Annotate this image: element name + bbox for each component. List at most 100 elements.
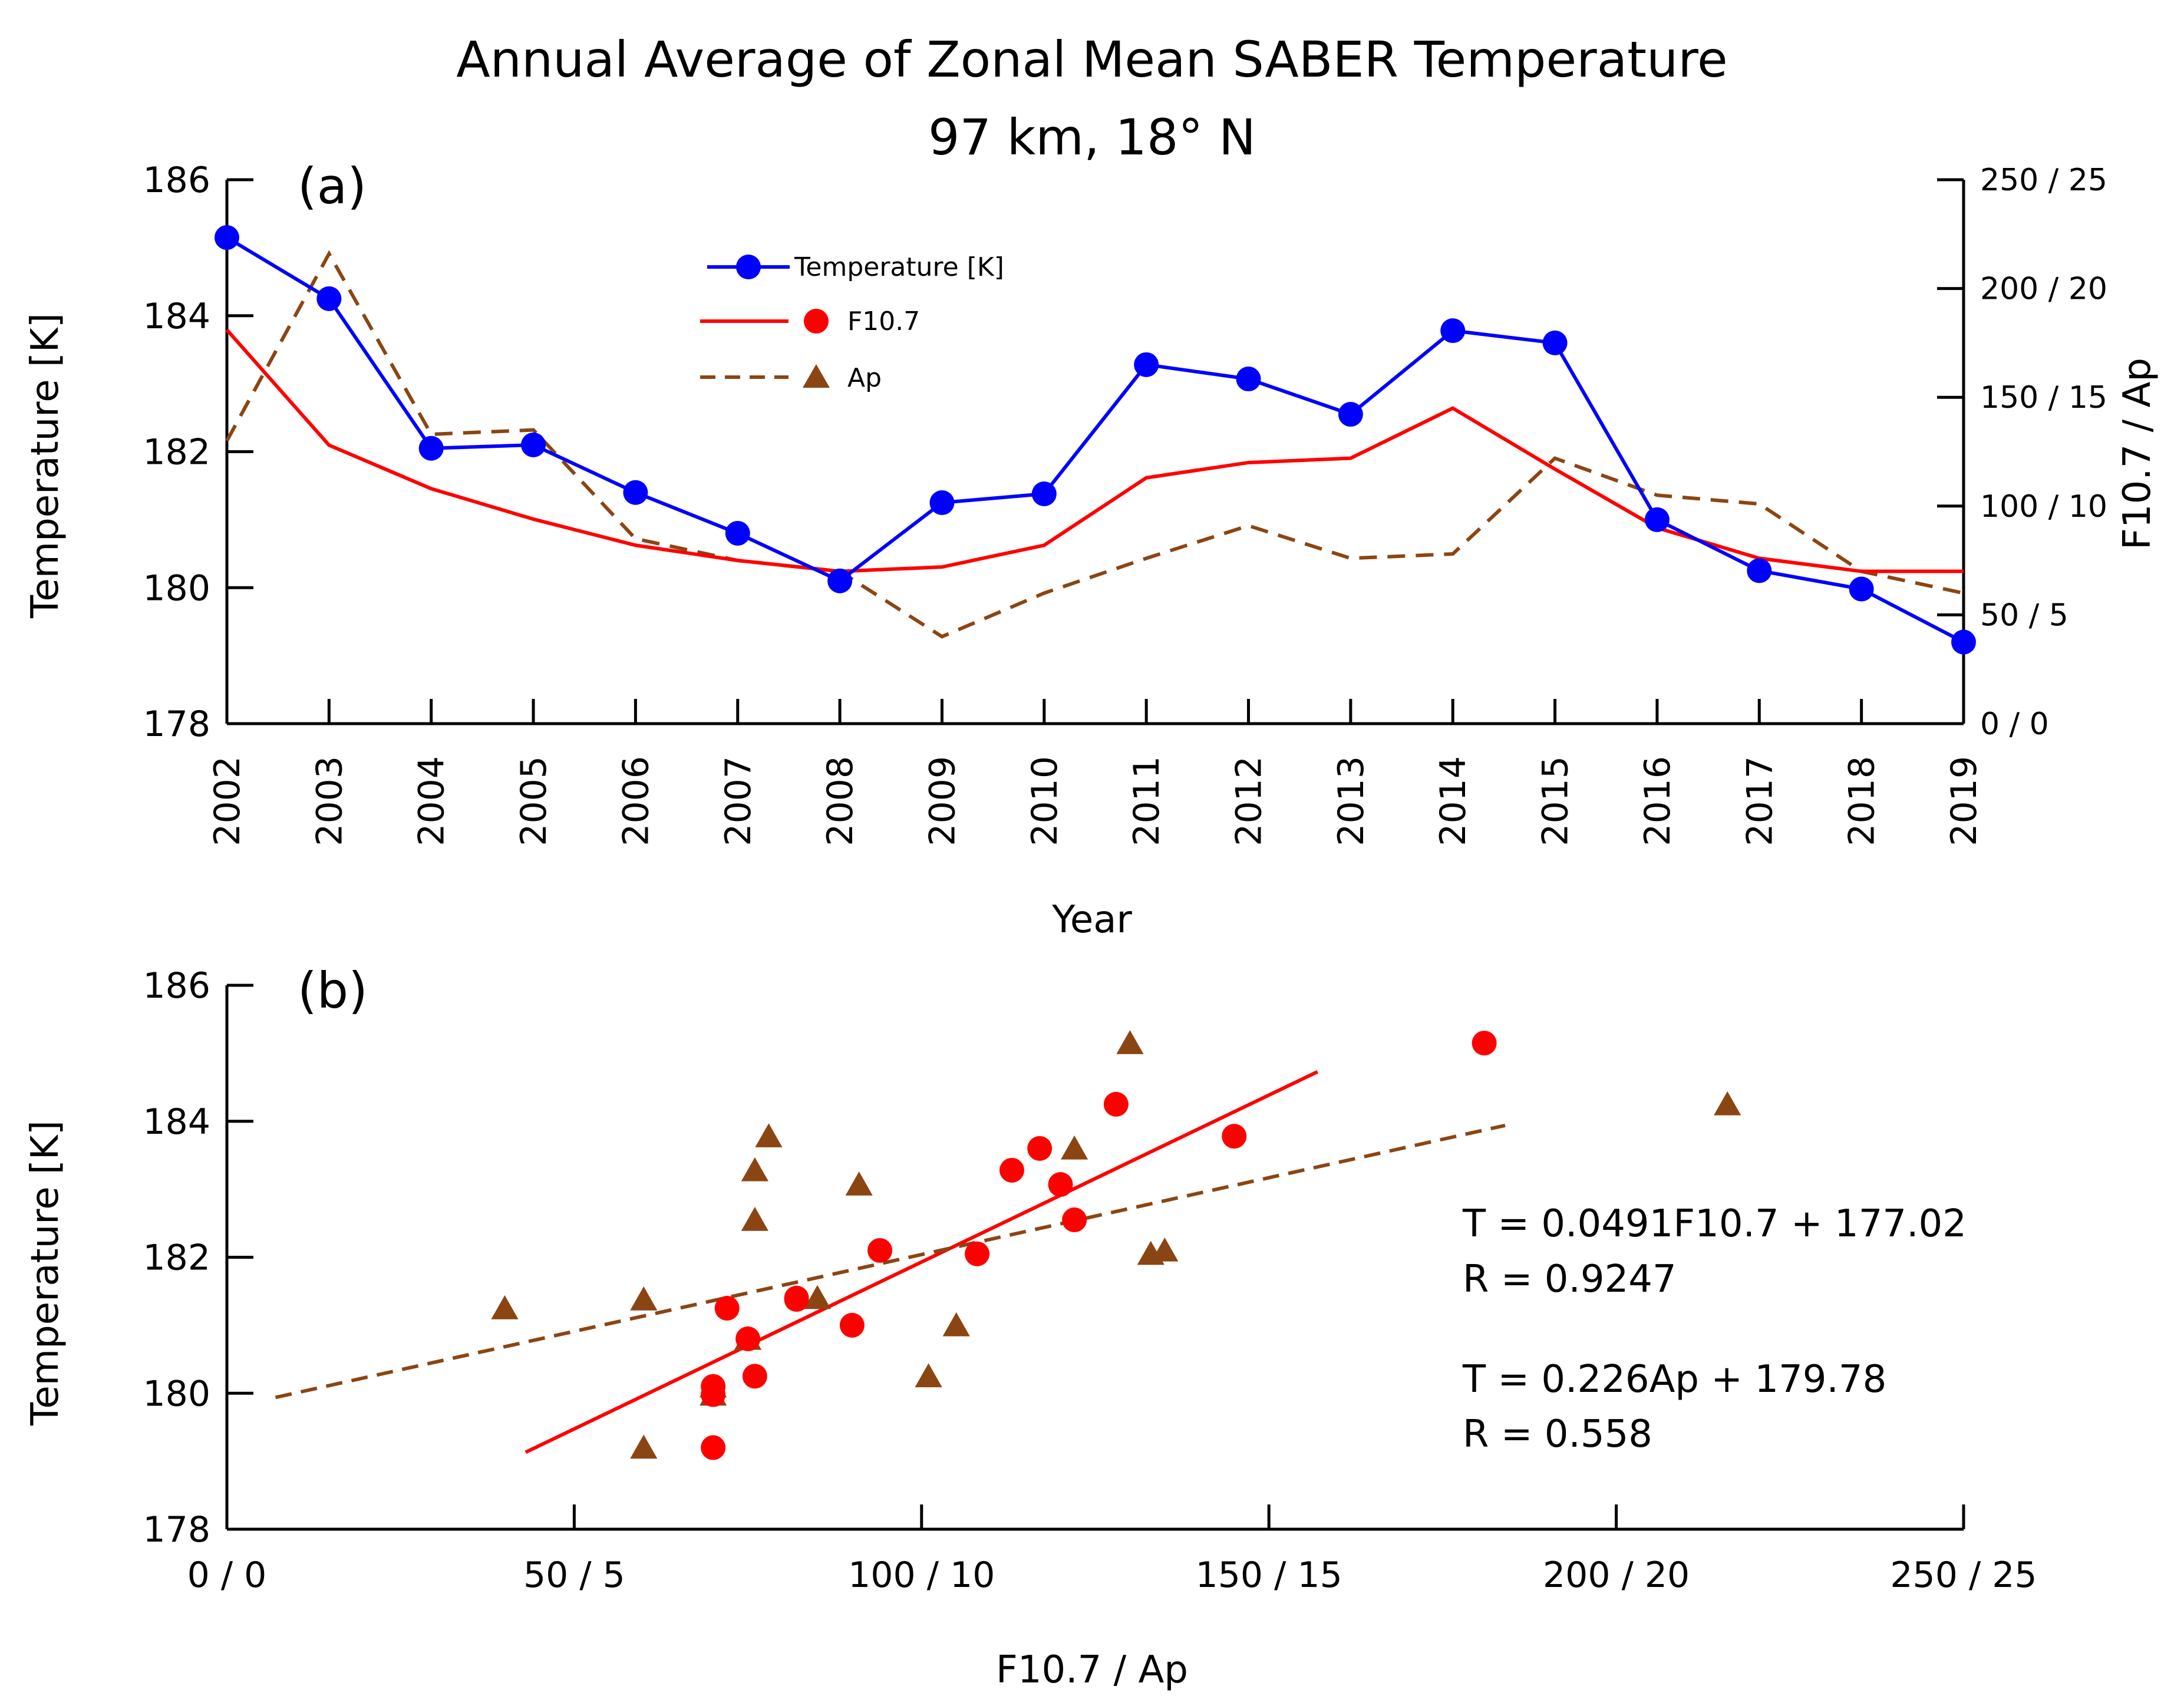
panel-b-ytick-label: 180 [143, 1373, 210, 1414]
ap-scatter-point [1151, 1237, 1179, 1262]
f107-scatter-point [742, 1364, 767, 1389]
panel-b-points [491, 1030, 1741, 1460]
legend-temperature-marker [736, 255, 761, 279]
legend-ap-label: Ap [847, 363, 882, 393]
panel-b-ytick-label: 184 [143, 1101, 210, 1143]
f107-scatter-point [701, 1435, 726, 1460]
panel-a-y2tick-label: 50 / 5 [1980, 598, 2068, 633]
f107-scatter-point [1472, 1031, 1497, 1056]
f107-scatter-point [701, 1382, 726, 1407]
ap-scatter-point [1714, 1091, 1741, 1116]
ap-scatter-point [915, 1363, 942, 1388]
temperature-point [725, 520, 750, 546]
panel-a-ytick-label: 182 [143, 432, 210, 473]
temperature-point [316, 286, 342, 311]
panel-a-y2tick-label: 250 / 25 [1980, 163, 2107, 198]
temperature-point [1951, 629, 1976, 655]
f107-scatter-point [1027, 1136, 1053, 1161]
temperature-point [1031, 481, 1057, 507]
panel-b-ylabel: Temperature [K] [24, 1120, 67, 1426]
panel-b-xtick-label: 150 / 15 [1196, 1555, 1342, 1596]
panel-a-ticks: 178 180 182 184 186 0 / 0 50 / 5 100 / 10 150 / … [143, 160, 2107, 846]
temperature-point [1134, 352, 1159, 377]
panel-a-xtick-label: 2016 [1637, 756, 1678, 846]
panel-a-y2label: F10.7 / Ap [2116, 358, 2159, 550]
f107-fit-equation: T = 0.0491F10.7 + 177.02 [1462, 1202, 1967, 1246]
f107-scatter-point [999, 1157, 1025, 1183]
panel-a-ylabel: Temperature [K] [24, 313, 67, 619]
temperature-point [1849, 576, 1874, 602]
panel-a-xtick-label: 2015 [1535, 756, 1576, 846]
temperature-point [929, 490, 955, 516]
panel-a-xtick-label: 2005 [513, 756, 555, 846]
f107-scatter-point [867, 1238, 893, 1263]
panel-b-ticks: 178 180 182 184 186 0 / 0 50 / 5 100 / 10 150 / … [143, 965, 2037, 1596]
ap-scatter-point [741, 1207, 768, 1231]
chart-subtitle: 97 km, 18° N [928, 108, 1256, 166]
panel-b-axes [225, 985, 1964, 1531]
panel-a-y2tick-label: 100 / 10 [1980, 489, 2107, 524]
panel-a-y2tick-label: 200 / 20 [1980, 272, 2107, 307]
legend-ap-marker [803, 364, 830, 388]
f107-scatter-point [839, 1312, 865, 1338]
panel-a-xtick-label: 2008 [820, 756, 861, 846]
temperature-point [215, 225, 239, 250]
panel-a-xtick-label: 2012 [1229, 756, 1270, 846]
temperature-point [521, 432, 546, 457]
panel-a-label: (a) [298, 157, 367, 215]
f107-series-line [225, 328, 1964, 573]
legend-temperature-label: Temperature [K] [794, 252, 1004, 282]
ap-scatter-point [1116, 1030, 1144, 1054]
f107-scatter-point [965, 1241, 990, 1266]
panel-a-y2tick-label: 150 / 15 [1980, 380, 2107, 415]
panel-a-xtick-label: 2019 [1944, 756, 1985, 846]
panel-a-xtick-label: 2014 [1433, 756, 1474, 846]
panel-a-y2tick-label: 0 / 0 [1980, 707, 2049, 742]
panel-a-xlabel: Year [1051, 898, 1132, 942]
panel-a-xtick-label: 2003 [309, 756, 350, 846]
f107-fit-line [524, 1070, 1319, 1454]
panel-b-fit-lines [275, 1070, 1506, 1454]
panel-b-ytick-label: 186 [143, 965, 210, 1007]
temperature-point [1236, 367, 1261, 392]
ap-scatter-point [630, 1434, 658, 1459]
f107-scatter-point [714, 1296, 740, 1321]
temperature-point [1644, 507, 1670, 532]
f107-scatter-point [1222, 1124, 1247, 1149]
ap-scatter-point [803, 1285, 832, 1309]
panel-a-xtick-label: 2011 [1126, 756, 1167, 846]
f107-scatter-point [1048, 1172, 1073, 1197]
ap-scatter-point [1061, 1135, 1088, 1160]
panel-b-ytick-label: 178 [143, 1509, 210, 1550]
panel-b-xtick-label: 200 / 20 [1543, 1555, 1690, 1596]
ap-scatter-point [845, 1172, 873, 1196]
panel-b-ytick-label: 182 [143, 1238, 210, 1279]
legend: Temperature [K] F10.7 Ap [700, 252, 1004, 393]
panel-a-xtick-label: 2013 [1331, 756, 1372, 846]
panel-b-xlabel: F10.7 / Ap [996, 1648, 1188, 1692]
ap-fit-line [275, 1123, 1506, 1400]
panel-b-xtick-label: 50 / 5 [523, 1555, 625, 1596]
f107-scatter-point [1062, 1207, 1087, 1233]
ap-fit-equation: T = 0.226Ap + 179.78 [1462, 1358, 1886, 1401]
panel-a-xtick-label: 2017 [1739, 756, 1780, 846]
legend-f107-label: F10.7 [847, 306, 920, 336]
temperature-point [623, 480, 648, 505]
panel-a-xtick-label: 2007 [718, 756, 759, 846]
panel-a-xtick-label: 2006 [615, 756, 656, 846]
panel-a-xtick-label: 2004 [411, 756, 453, 846]
ap-fit-r: R = 0.558 [1463, 1413, 1652, 1456]
chart-title: Annual Average of Zonal Mean SABER Tempe… [456, 31, 1727, 88]
panel-b-label: (b) [298, 962, 368, 1019]
f107-scatter-point [1103, 1091, 1129, 1117]
temperature-series-line [226, 236, 1965, 644]
panel-a-xtick-label: 2010 [1024, 756, 1065, 846]
ap-scatter-point [630, 1286, 658, 1311]
ap-scatter-point [755, 1123, 783, 1147]
panel-a-series [215, 225, 1976, 655]
panel-b: (b) 178 180 182 184 186 0 / 0 50 / 5 100 / 10 15… [24, 962, 2037, 1692]
temperature-point [827, 568, 853, 593]
panel-b-xtick-label: 100 / 10 [848, 1555, 995, 1596]
panel-a-ytick-label: 178 [143, 704, 210, 745]
